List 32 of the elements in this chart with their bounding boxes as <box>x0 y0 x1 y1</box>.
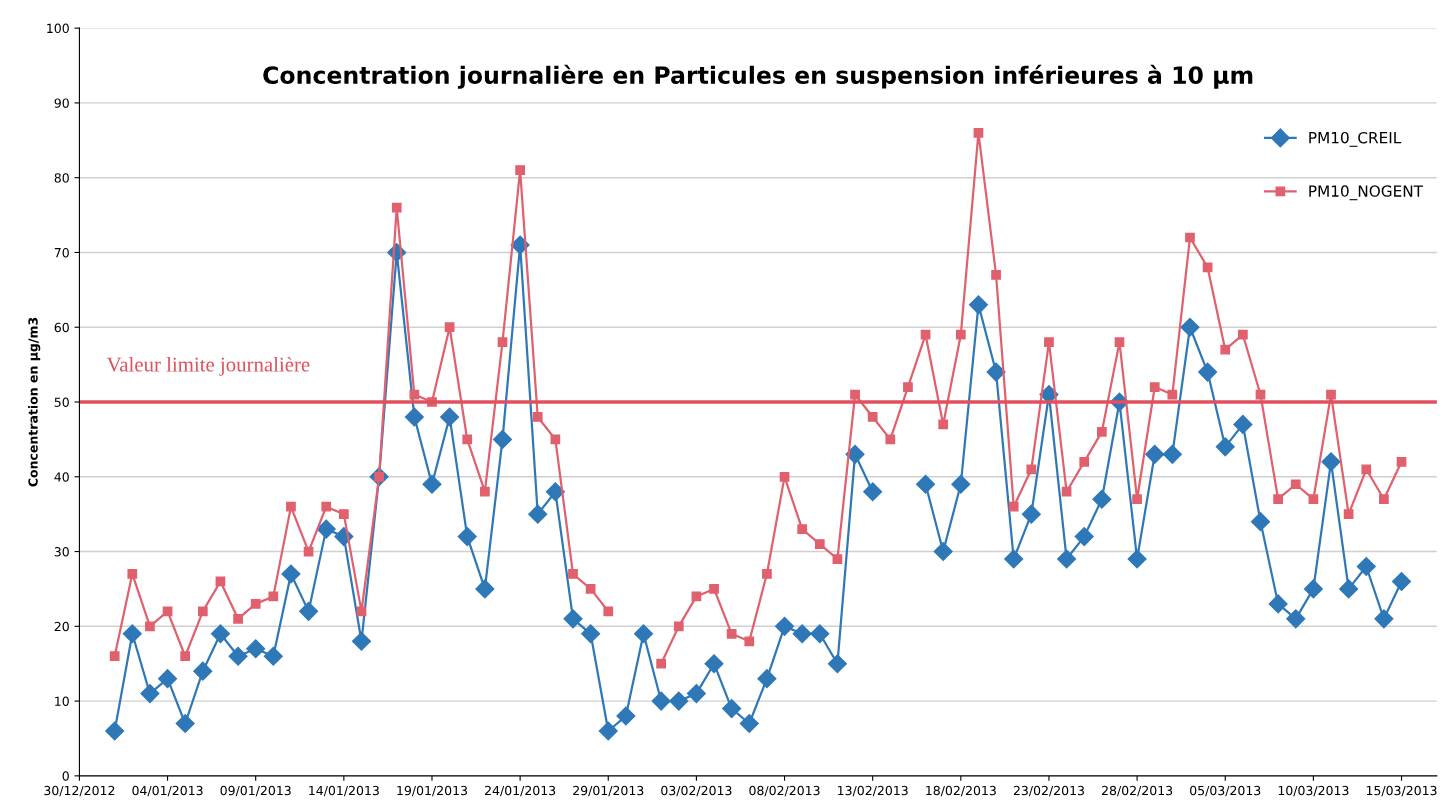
x-tick-label: 09/01/2013 <box>220 785 291 797</box>
y-tick-label: 90 <box>54 98 69 108</box>
x-tick-label: 29/01/2013 <box>573 785 644 797</box>
x-tick-label: 24/01/2013 <box>485 785 556 797</box>
y-tick-label: 0 <box>62 771 69 781</box>
x-tick-label: 19/01/2013 <box>397 785 467 797</box>
y-tick-label: 40 <box>54 472 69 482</box>
x-tick-label: 04/01/2013 <box>132 785 203 797</box>
y-tick-label: 100 <box>47 23 69 34</box>
x-tick-label: 14/01/2013 <box>309 785 379 797</box>
legend-label: PM10_NOGENT <box>1309 185 1424 201</box>
x-tick-label: 15/03/2013 <box>1366 785 1437 797</box>
x-tick-label: 28/02/2013 <box>1102 785 1173 797</box>
y-tick-label: 10 <box>55 696 69 707</box>
x-tick-label: 03/02/2013 <box>661 785 732 797</box>
y-tick-label: 20 <box>54 621 69 632</box>
y-tick-label: 80 <box>54 173 69 183</box>
y-tick-label: 60 <box>54 322 69 333</box>
x-tick-label: 30/12/2012 <box>44 785 115 797</box>
x-tick-label: 08/02/2013 <box>749 785 820 797</box>
x-tick-label: 13/02/2013 <box>838 785 908 797</box>
y-tick-label: 50 <box>54 397 69 407</box>
legend-label: PM10_CREIL <box>1309 131 1402 147</box>
y-tick-label: 30 <box>54 547 69 557</box>
x-tick-label: 18/02/2013 <box>926 785 996 797</box>
x-tick-label: 23/02/2013 <box>1013 785 1084 797</box>
ref-line-label: Valeur limite journalière <box>106 356 310 376</box>
y-axis-title: Concentration en µg/m3 <box>28 317 41 487</box>
text: Concentration journalière en Particules en suspension inférieures à 10 µm <box>263 64 1253 89</box>
x-tick-label: 10/03/2013 <box>1278 785 1349 797</box>
y-tick-label: 70 <box>54 247 69 258</box>
x-tick-label: 05/03/2013 <box>1190 785 1261 797</box>
